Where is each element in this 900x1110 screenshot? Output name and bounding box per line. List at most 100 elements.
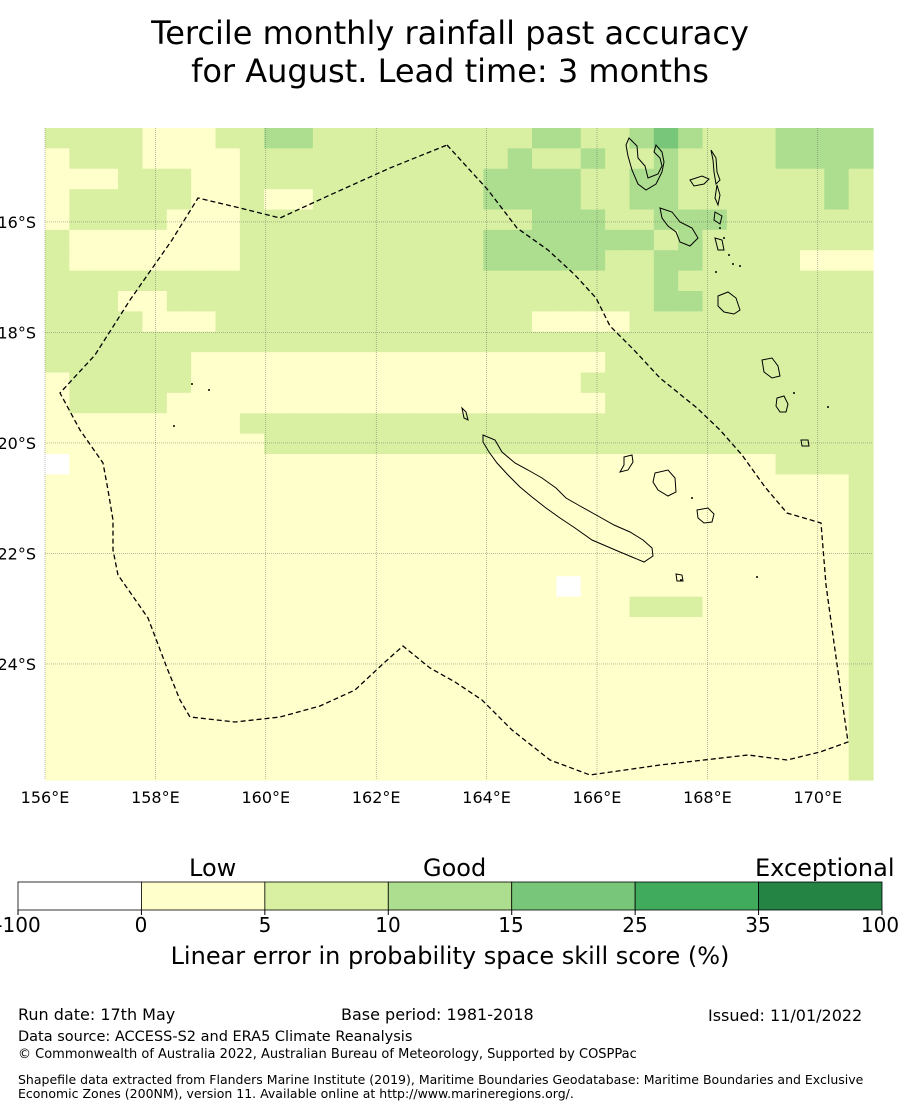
grid-cell: [166, 372, 192, 394]
grid-cell: [459, 596, 484, 618]
grid-cell: [629, 270, 655, 292]
grid-cell: [799, 759, 825, 781]
grid-cell: [142, 291, 168, 312]
grid-cell: [410, 739, 436, 761]
grid-cell: [215, 413, 241, 435]
grid-cell: [824, 372, 850, 394]
grid-cell: [337, 148, 363, 170]
grid-cell: [118, 759, 144, 781]
grid-cell: [93, 474, 119, 496]
grid-cell: [556, 494, 582, 516]
grid-cell: [93, 739, 119, 761]
grid-cell: [726, 229, 752, 251]
colorbar-segment: [17, 881, 142, 911]
grid-cell: [824, 209, 850, 231]
grid-cell: [410, 657, 436, 679]
grid-cell: [93, 168, 119, 190]
grid-cell: [361, 331, 387, 353]
grid-cell: [848, 555, 874, 577]
grid-cell: [361, 555, 387, 577]
grid-cell: [556, 555, 582, 577]
grid-cell: [775, 128, 801, 149]
grid-cell: [799, 413, 825, 435]
grid-cell: [191, 555, 217, 577]
grid-cell: [288, 515, 314, 537]
grid-cell: [678, 250, 704, 272]
grid-cell: [312, 657, 338, 679]
grid-cell: [824, 494, 850, 516]
grid-cell: [142, 189, 168, 211]
grid-cell: [702, 535, 728, 557]
grid-cell: [507, 596, 533, 618]
grid-cell: [726, 372, 752, 394]
grid-cell: [166, 128, 192, 149]
grid-cell: [410, 168, 436, 190]
grid-cell: [191, 392, 217, 414]
grid-cell: [507, 576, 533, 598]
data-source: Data source: ACCESS-S2 and ERA5 Climate …: [18, 1029, 413, 1045]
grid-cell: [678, 392, 704, 414]
longitude-label: 162°E: [352, 788, 401, 807]
grid-cell: [264, 168, 290, 190]
grid-cell: [264, 250, 290, 272]
grid-cell: [653, 291, 679, 312]
grid-cell: [361, 128, 387, 149]
grid-cell: [434, 270, 460, 292]
grid-cell: [629, 250, 655, 272]
colorbar-segment: [387, 881, 513, 911]
grid-cell: [118, 454, 144, 475]
grid-cell: [69, 331, 95, 353]
grid-cell: [142, 576, 168, 598]
grid-cell: [385, 535, 411, 557]
grid-cell: [483, 331, 509, 353]
grid-cell: [629, 474, 655, 496]
grid-cell: [726, 759, 752, 781]
grid-cell: [605, 494, 631, 516]
grid-cell: [678, 352, 704, 374]
grid-cell: [118, 291, 144, 312]
grid-cell: [824, 229, 850, 251]
grid-cell: [848, 617, 874, 638]
grid-cell: [605, 474, 631, 496]
grid-cell: [410, 698, 436, 720]
grid-cell: [215, 515, 241, 537]
grid-cell: [532, 392, 558, 414]
grid-cell: [410, 229, 436, 251]
grid-cell: [337, 617, 363, 638]
grid-cell: [726, 311, 752, 333]
grid-cell: [93, 331, 119, 353]
grid-cell: [507, 555, 533, 577]
grid-cell: [288, 433, 314, 455]
grid-cell: [532, 678, 558, 700]
grid-cell: [385, 718, 411, 740]
grid-cell: [751, 128, 777, 149]
grid-cell: [239, 148, 265, 170]
grid-cell: [142, 596, 168, 618]
grid-cell: [483, 657, 509, 679]
grid-cell: [264, 331, 290, 353]
grid-cell: [69, 678, 95, 700]
grid-cell: [142, 148, 168, 170]
grid-cell: [337, 270, 363, 292]
grid-cell: [312, 494, 338, 516]
grid-cell: [507, 433, 533, 455]
grid-cell: [337, 657, 363, 679]
grid-cell: [337, 739, 363, 761]
grid-cell: [264, 392, 290, 414]
grid-cell: [532, 311, 558, 333]
grid-cell: [410, 270, 436, 292]
colorbar: [17, 881, 883, 915]
grid-cell: [507, 413, 533, 435]
grid-cell: [142, 392, 168, 414]
grid-cell: [239, 515, 265, 537]
grid-cell: [45, 311, 70, 333]
grid-cell: [142, 372, 168, 394]
grid-cell: [312, 678, 338, 700]
islet: [728, 254, 730, 256]
grid-cell: [337, 352, 363, 374]
grid-cell: [93, 555, 119, 577]
grid-cell: [45, 148, 70, 170]
grid-cell: [775, 433, 801, 455]
grid-cell: [775, 494, 801, 516]
grid-cell: [459, 352, 484, 374]
